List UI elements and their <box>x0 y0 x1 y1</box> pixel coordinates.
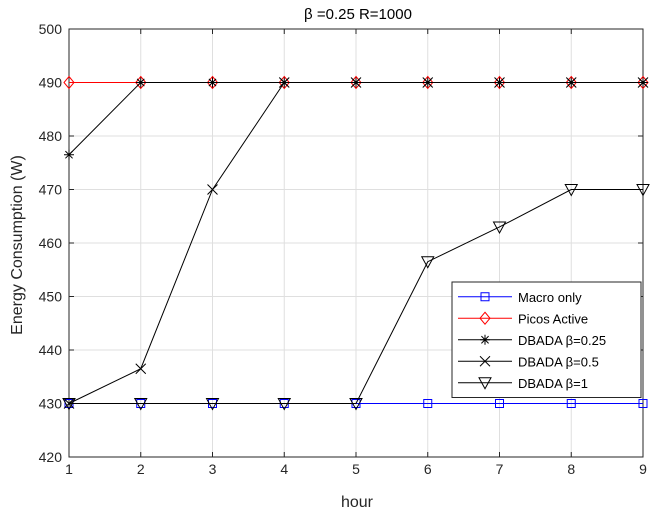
data-point <box>494 77 505 88</box>
y-tick-label: 450 <box>39 289 63 305</box>
legend-marker <box>480 292 490 302</box>
legend-item: Macro only <box>458 290 582 305</box>
axis-ticks: 1 2 3 4 5 6 7 8 9 420 430 440 450 460 470 480 490 500 <box>39 21 647 477</box>
y-tick-label: 420 <box>39 449 63 465</box>
data-point <box>564 184 579 197</box>
legend-item: DBADA β=0.5 <box>458 354 599 369</box>
data-point <box>133 398 148 411</box>
y-tick-label: 490 <box>39 75 63 91</box>
legend-label: DBADA β=1 <box>518 376 588 391</box>
data-point <box>205 398 220 411</box>
data-point <box>63 75 75 90</box>
y-tick-label: 460 <box>39 235 63 251</box>
data-point <box>135 363 147 375</box>
data-point <box>637 77 649 88</box>
y-tick-label: 500 <box>39 21 63 37</box>
data-point <box>350 77 362 88</box>
data-point <box>565 75 577 90</box>
data-point <box>565 77 577 88</box>
chart-title: β =0.25 R=1000 <box>304 6 412 23</box>
y-tick-label: 470 <box>39 182 63 198</box>
legend-label: DBADA β=0.25 <box>518 333 606 348</box>
x-tick-label: 9 <box>639 461 647 477</box>
x-tick-label: 5 <box>352 461 360 477</box>
legend-item: DBADA β=0.25 <box>458 333 606 348</box>
data-point <box>493 75 506 90</box>
data-point <box>135 77 146 88</box>
legend-label: Macro only <box>518 290 582 305</box>
data-point <box>207 184 218 195</box>
data-point <box>636 184 650 197</box>
data-point <box>278 77 290 88</box>
data-point <box>420 256 435 269</box>
data-point <box>62 398 76 411</box>
legend-marker <box>479 355 491 367</box>
data-point <box>638 399 648 408</box>
x-tick-label: 3 <box>209 461 217 477</box>
x-tick-label: 1 <box>65 461 73 477</box>
legend-item: Picos Active <box>458 311 588 326</box>
data-point <box>637 75 649 90</box>
x-axis-label: hour <box>341 494 374 511</box>
legend-marker <box>479 311 491 326</box>
legend: Macro only Picos Active DBADA β=0.25 DBADA … <box>451 281 642 398</box>
y-tick-label: 440 <box>39 342 63 358</box>
data-point <box>422 77 434 88</box>
data-point <box>492 221 507 234</box>
data-point <box>350 75 362 90</box>
series-4 <box>62 184 650 411</box>
series-layer <box>62 75 650 411</box>
legend-label: DBADA β=0.5 <box>518 354 599 369</box>
data-point <box>422 75 434 90</box>
y-axis-label: Energy Consumption (W) <box>9 155 26 335</box>
legend-item: DBADA β=1 <box>458 376 588 391</box>
x-tick-label: 7 <box>496 461 504 477</box>
data-point <box>64 149 74 160</box>
data-point <box>277 398 292 411</box>
x-tick-label: 2 <box>137 461 145 477</box>
legend-marker <box>480 334 490 345</box>
data-point <box>206 75 219 90</box>
legend-label: Picos Active <box>518 311 588 326</box>
data-point <box>349 398 363 411</box>
x-tick-label: 8 <box>567 461 575 477</box>
x-tick-label: 6 <box>424 461 432 477</box>
data-point <box>207 77 218 88</box>
data-point <box>423 399 433 408</box>
y-tick-label: 480 <box>39 128 63 144</box>
data-point <box>495 399 504 408</box>
x-tick-label: 4 <box>280 461 288 477</box>
y-tick-label: 430 <box>39 396 63 412</box>
data-point <box>278 75 290 90</box>
series-line <box>69 189 643 404</box>
legend-marker <box>478 377 492 390</box>
data-point <box>135 75 147 90</box>
data-point <box>566 399 576 408</box>
